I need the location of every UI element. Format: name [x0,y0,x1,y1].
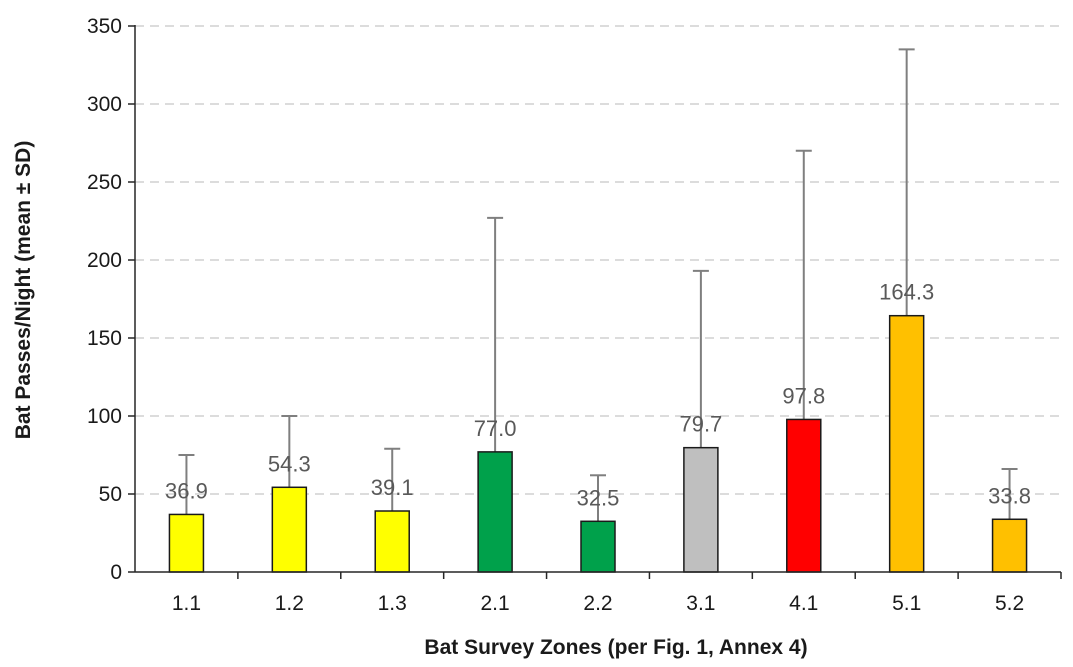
bar-4.1 [786,418,822,573]
bar-5.1 [888,314,925,573]
y-tick-label: 150 [87,327,122,350]
y-tick-label: 350 [87,15,122,38]
data-label-5.1: 164.3 [879,280,934,305]
bar-1.1 [168,513,205,573]
data-label-2.2: 32.5 [577,485,620,510]
error-bars [178,48,1018,522]
bar-5.2 [991,518,1028,573]
axes: 0 50 100 150 200 250 300 350 1.1 1.2 1.3 2.1 2.2 3.1 4… [87,15,1062,615]
x-tick-label-4.1: 4.1 [789,592,818,615]
y-tick-label: 100 [87,405,122,428]
x-tick-label-1.1: 1.1 [172,592,201,615]
bar-1.2 [271,486,308,573]
y-tick-label: 250 [87,171,122,194]
y-tick-label: 200 [87,249,122,272]
x-tick-label-5.2: 5.2 [995,592,1024,615]
y-tick-label: 50 [99,483,122,506]
y-tick-label: 300 [87,93,122,116]
data-label-1.3: 39.1 [371,475,414,500]
x-tick-label-1.2: 1.2 [275,592,304,615]
y-tick-label: 0 [110,561,122,584]
x-axis-title: Bat Survey Zones (per Fig. 1, Annex 4) [424,636,807,659]
x-tick-label-1.3: 1.3 [378,592,407,615]
x-tick-label-2.1: 2.1 [481,592,510,615]
bar-3.1 [683,446,719,573]
x-tick-label-2.2: 2.2 [583,592,612,615]
data-label-5.2: 33.8 [988,483,1031,508]
data-label-3.1: 79.7 [679,412,722,437]
bar-2.2 [580,520,616,573]
data-label-1.1: 36.9 [165,478,208,503]
bar-1.3 [374,510,410,573]
x-tick-label-5.1: 5.1 [892,592,921,615]
bars [168,314,1028,573]
y-axis-title: Bat Passes/Night (mean ± SD) [12,141,35,440]
bar-2.1 [477,451,513,573]
data-label-4.1: 97.8 [782,383,825,408]
data-label-1.2: 54.3 [268,451,311,476]
data-label-2.1: 77.0 [474,416,517,441]
x-tick-label-3.1: 3.1 [686,592,715,615]
data-labels: 36.9 54.3 39.1 77.0 32.5 79.7 97.8 164.3 33.8 [165,280,1031,511]
